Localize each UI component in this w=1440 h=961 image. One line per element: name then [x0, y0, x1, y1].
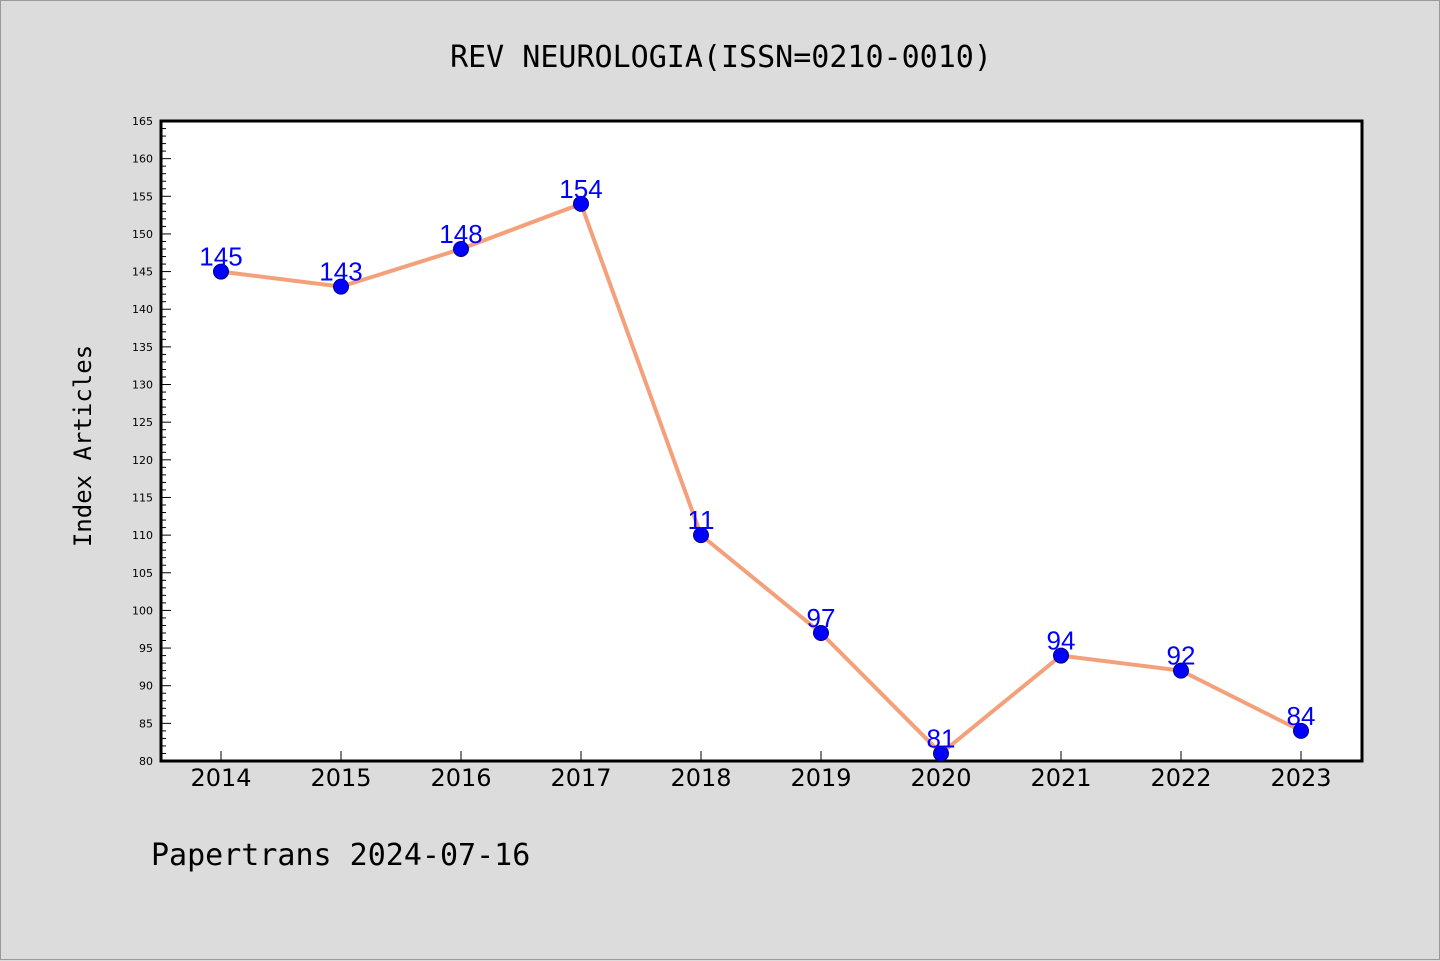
x-tick-label: 2015 [310, 764, 371, 792]
data-label: 97 [807, 603, 836, 633]
y-tick-label: 160 [132, 153, 153, 166]
data-point [693, 527, 709, 544]
y-tick-label: 125 [132, 416, 153, 429]
x-tick-label: 2014 [190, 764, 251, 792]
data-point [1173, 662, 1189, 679]
data-point [813, 625, 829, 641]
x-tick-label: 2017 [550, 764, 611, 792]
data-label: 11 [688, 505, 715, 535]
y-axis: 80 85 90 95 100 105 110 115 120 125 130 135 140 145 15… [132, 115, 171, 768]
series-line [219, 201, 1303, 756]
data-label: 84 [1287, 701, 1316, 731]
y-tick-label: 100 [132, 604, 153, 617]
data-point [1053, 647, 1069, 664]
y-tick-label: 120 [132, 454, 153, 467]
data-point [573, 195, 589, 212]
x-tick-label: 2016 [430, 764, 491, 792]
x-tick-label: 2020 [910, 764, 971, 792]
series-layer: 145 143 148 154 11 97 81 94 92 84 [199, 174, 1316, 762]
x-tick-label: 2022 [1150, 764, 1211, 792]
data-label: 143 [319, 257, 362, 287]
y-tick-label: 130 [132, 379, 153, 392]
y-tick-label: 150 [132, 228, 153, 241]
y-tick-label: 95 [139, 642, 153, 655]
chart-title: REV NEUROLOGIA(ISSN=0210-0010) [450, 40, 992, 75]
data-point [933, 745, 949, 762]
y-tick-label: 140 [132, 303, 153, 316]
footer-text: Papertrans 2024-07-16 [151, 838, 530, 873]
y-tick-label: 165 [132, 115, 153, 128]
plot-area [159, 119, 1364, 763]
data-label: 81 [927, 723, 956, 753]
data-label: 154 [559, 174, 602, 204]
data-point [333, 278, 349, 295]
y-tick-label: 155 [132, 190, 153, 203]
x-tick-label: 2019 [790, 764, 851, 792]
data-label: 148 [439, 219, 482, 249]
x-axis: 2014 2015 2016 2017 2018 2019 2020 2021 2022 2023 [190, 751, 1332, 792]
y-tick-label: 80 [139, 755, 153, 768]
data-point [213, 263, 229, 280]
data-point [453, 241, 469, 257]
data-label: 94 [1047, 626, 1076, 656]
x-tick-label: 2018 [670, 764, 731, 792]
x-tick-label: 2021 [1030, 764, 1091, 792]
y-tick-label: 110 [132, 529, 153, 542]
y-tick-label: 105 [132, 567, 153, 580]
y-tick-label: 145 [132, 266, 153, 279]
data-label: 145 [199, 242, 242, 272]
y-axis-label: Index Articles [69, 345, 97, 547]
y-tick-label: 85 [139, 717, 153, 730]
data-label: 92 [1167, 641, 1196, 671]
y-tick-label: 90 [139, 680, 153, 693]
data-point [1293, 722, 1309, 739]
y-tick-label: 135 [132, 341, 153, 354]
y-tick-label: 115 [132, 491, 153, 504]
x-tick-label: 2023 [1270, 764, 1331, 792]
